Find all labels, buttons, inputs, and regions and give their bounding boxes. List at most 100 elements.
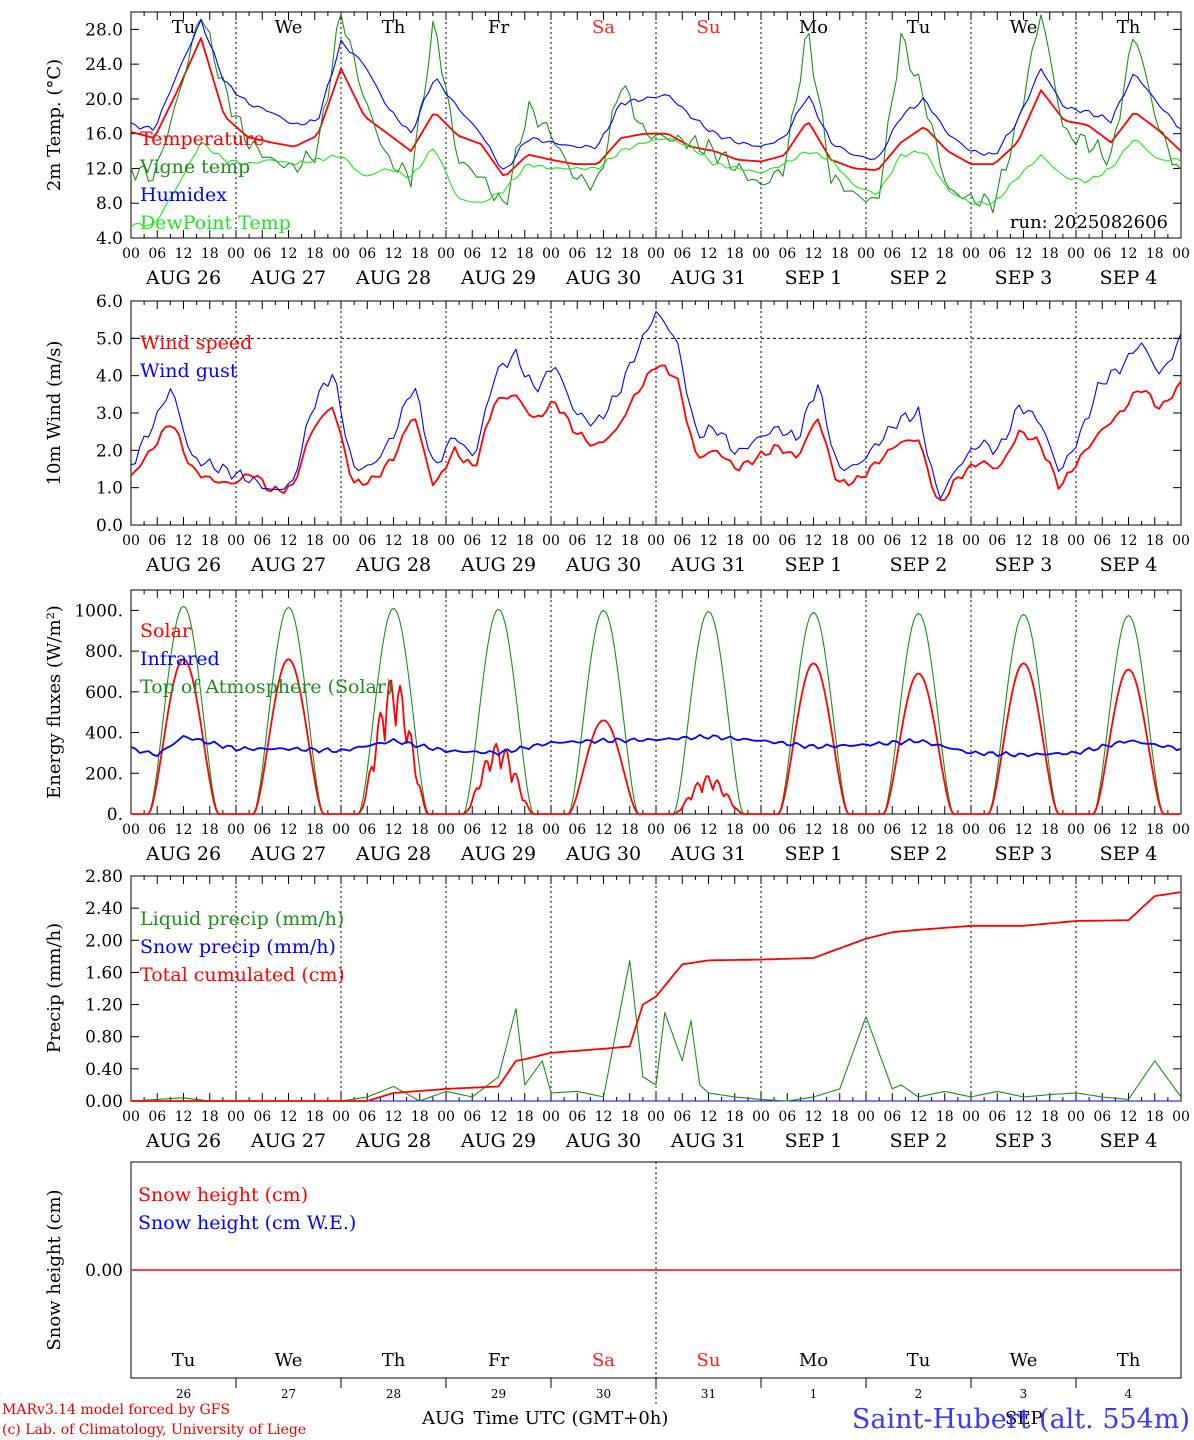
hour-tick-label: 06 xyxy=(988,533,1006,549)
hour-tick-label: 00 xyxy=(1172,246,1190,262)
hour-tick-label: 06 xyxy=(253,1109,271,1125)
y-tick-label: 800. xyxy=(85,642,123,662)
hour-tick-label: 06 xyxy=(148,822,166,838)
hour-tick-label: 12 xyxy=(1120,246,1138,262)
y-tick-label: 12.0 xyxy=(85,159,123,179)
legend-entry: Temperature xyxy=(140,128,264,150)
day-label: We xyxy=(1010,1350,1038,1371)
hour-tick-label: 18 xyxy=(726,1109,744,1125)
hour-tick-label: 06 xyxy=(463,1109,481,1125)
hour-tick-label: 00 xyxy=(1067,822,1085,838)
day-label: Sa xyxy=(592,17,615,38)
hour-tick-label: 18 xyxy=(936,1109,954,1125)
hour-tick-label: 12 xyxy=(805,533,823,549)
legend-entry: Total cumulated (cm) xyxy=(140,964,345,986)
footer-model-credit: MARv3.14 model forced by GFS xyxy=(2,1402,230,1418)
hour-tick-label: 12 xyxy=(490,533,508,549)
date-label: SEP 1 xyxy=(785,554,843,576)
hour-tick-label: 06 xyxy=(253,246,271,262)
hour-tick-label: 12 xyxy=(280,533,298,549)
date-label: AUG 30 xyxy=(565,843,641,865)
y-tick-label: 2.80 xyxy=(85,867,123,887)
date-label: SEP 4 xyxy=(1100,843,1158,865)
y-tick-label: 16.0 xyxy=(85,125,123,145)
date-label: SEP 3 xyxy=(995,1130,1053,1152)
y-tick-label: 2.40 xyxy=(85,899,123,919)
hour-tick-label: 06 xyxy=(358,246,376,262)
hour-tick-label: 06 xyxy=(358,1109,376,1125)
y-tick-label: 5.0 xyxy=(96,329,123,349)
hour-tick-label: 00 xyxy=(332,246,350,262)
hour-tick-label: 12 xyxy=(280,1109,298,1125)
y-axis-label: Precip (mm/h) xyxy=(44,923,65,1053)
hour-tick-label: 00 xyxy=(752,822,770,838)
hour-tick-label: 06 xyxy=(673,1109,691,1125)
series-line-wind-gust xyxy=(130,311,1182,500)
hour-tick-label: 18 xyxy=(306,1109,324,1125)
hour-tick-label: 06 xyxy=(568,533,586,549)
hour-tick-label: 00 xyxy=(1172,533,1190,549)
y-tick-label: 1.20 xyxy=(85,996,123,1016)
day-number-label: 26 xyxy=(176,1387,191,1401)
y-tick-label: 0.00 xyxy=(85,1261,123,1281)
hour-tick-label: 06 xyxy=(1093,533,1111,549)
date-label: SEP 4 xyxy=(1100,554,1158,576)
day-label: Su xyxy=(697,17,721,38)
date-label: AUG 31 xyxy=(670,267,746,289)
panel-1: 4.0 8.0 12.0 16.0 20.0 24.0 28.0 00 06 12 18 AUG 26… xyxy=(44,11,1190,289)
date-label: SEP 1 xyxy=(785,843,843,865)
hour-tick-label: 06 xyxy=(463,246,481,262)
date-label: AUG 30 xyxy=(565,267,641,289)
hour-tick-label: 12 xyxy=(1120,533,1138,549)
hour-tick-label: 12 xyxy=(385,1109,403,1125)
series-line-humidex xyxy=(130,19,1182,170)
date-label: SEP 3 xyxy=(995,554,1053,576)
hour-tick-label: 06 xyxy=(673,822,691,838)
hour-tick-label: 06 xyxy=(883,1109,901,1125)
day-label: Tu xyxy=(907,1350,931,1371)
date-label: AUG 28 xyxy=(355,554,431,576)
y-tick-label: 4.0 xyxy=(96,367,123,387)
hour-tick-label: 06 xyxy=(568,822,586,838)
hour-tick-label: 06 xyxy=(883,533,901,549)
hour-tick-label: 06 xyxy=(673,246,691,262)
hour-tick-label: 18 xyxy=(201,533,219,549)
legend-entry: Infrared xyxy=(140,648,220,670)
hour-tick-label: 18 xyxy=(831,822,849,838)
hour-tick-label: 12 xyxy=(490,246,508,262)
series-line-temperature xyxy=(130,37,1182,176)
hour-tick-label: 06 xyxy=(988,246,1006,262)
hour-tick-label: 18 xyxy=(1041,533,1059,549)
hour-tick-label: 00 xyxy=(122,246,140,262)
hour-tick-label: 12 xyxy=(175,533,193,549)
hour-tick-label: 06 xyxy=(883,822,901,838)
hour-tick-label: 18 xyxy=(1146,1109,1164,1125)
hour-tick-label: 06 xyxy=(883,246,901,262)
date-label: AUG 27 xyxy=(250,267,326,289)
x-axis-label: Time UTC (GMT+0h) xyxy=(474,1408,669,1429)
hour-tick-label: 18 xyxy=(936,822,954,838)
date-label: SEP 4 xyxy=(1100,1130,1158,1152)
hour-tick-label: 18 xyxy=(1041,1109,1059,1125)
legend-entry: Solar xyxy=(140,620,192,642)
hour-tick-label: 18 xyxy=(516,1109,534,1125)
hour-tick-label: 00 xyxy=(1172,822,1190,838)
hour-tick-label: 00 xyxy=(332,822,350,838)
hour-tick-label: 18 xyxy=(726,246,744,262)
legend-entry: Top of Atmosphere (Solar) xyxy=(140,676,393,698)
hour-tick-label: 06 xyxy=(253,822,271,838)
day-label: Th xyxy=(382,1350,406,1371)
footer-month-left: AUG xyxy=(421,1408,465,1429)
hour-tick-label: 12 xyxy=(700,246,718,262)
hour-tick-label: 00 xyxy=(647,533,665,549)
y-tick-label: 3.0 xyxy=(96,404,123,424)
hour-tick-label: 00 xyxy=(647,246,665,262)
hour-tick-label: 12 xyxy=(175,822,193,838)
y-tick-label: 2.0 xyxy=(96,441,123,461)
legend-entry: DewPoint Temp xyxy=(140,212,291,234)
hour-tick-label: 00 xyxy=(227,246,245,262)
hour-tick-label: 18 xyxy=(936,246,954,262)
day-number-label: 27 xyxy=(281,1387,296,1401)
date-label: AUG 28 xyxy=(355,843,431,865)
hour-tick-label: 18 xyxy=(726,822,744,838)
